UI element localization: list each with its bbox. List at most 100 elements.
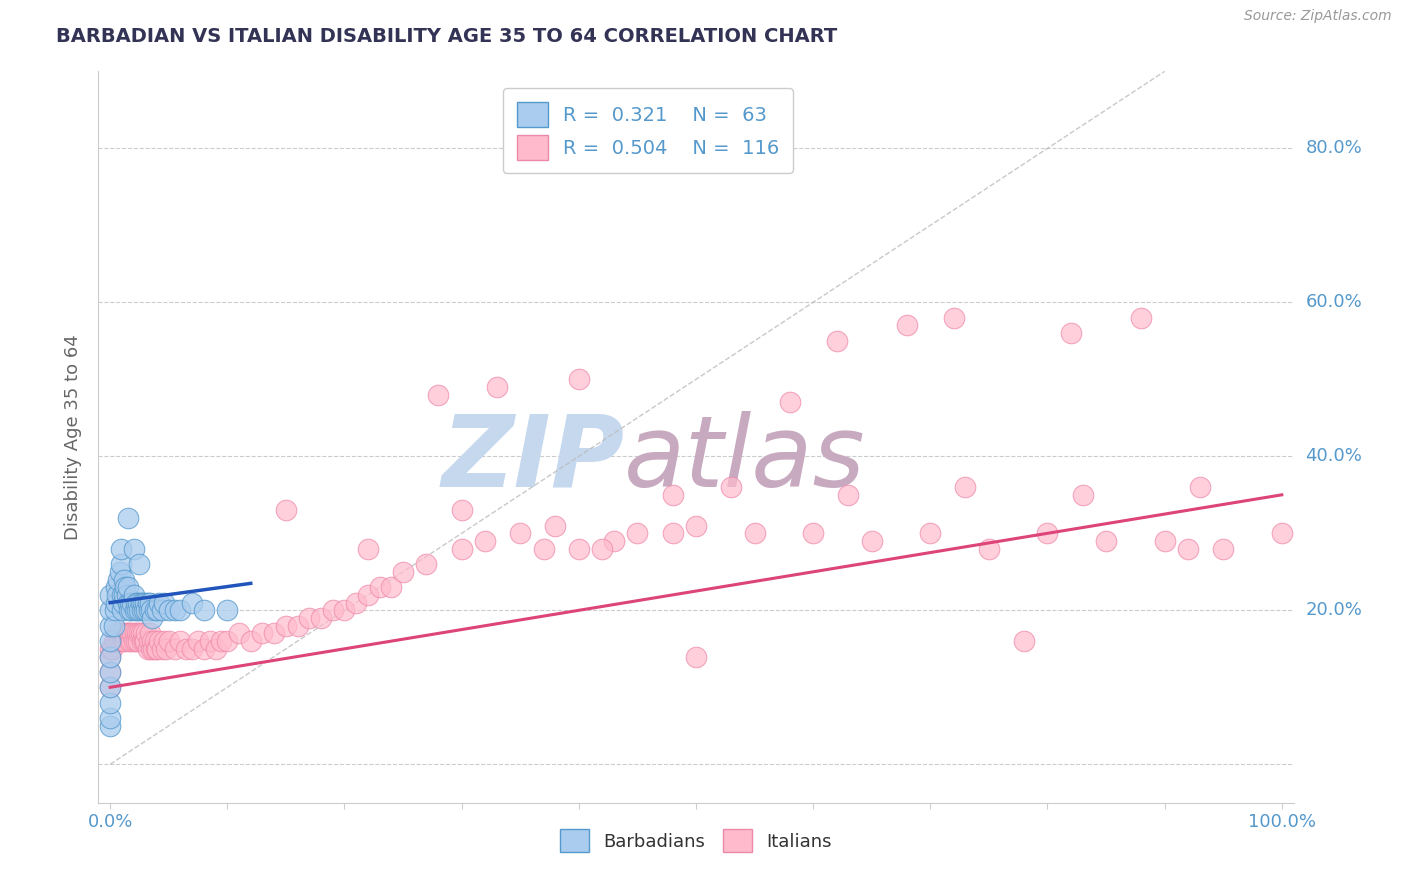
- Point: [129, 596, 152, 610]
- Point: [544, 518, 567, 533]
- Point: [450, 541, 472, 556]
- Point: [132, 596, 155, 610]
- Text: 60.0%: 60.0%: [1306, 293, 1362, 311]
- Point: [107, 573, 129, 587]
- Point: [141, 641, 163, 656]
- Point: [127, 596, 149, 610]
- Point: [135, 626, 157, 640]
- Point: [98, 649, 121, 664]
- Point: [98, 719, 121, 733]
- Point: [661, 488, 683, 502]
- Point: [1036, 526, 1059, 541]
- Point: [98, 649, 121, 664]
- Point: [163, 641, 186, 656]
- Point: [415, 557, 437, 571]
- Point: [357, 588, 380, 602]
- Point: [129, 626, 152, 640]
- Point: [169, 603, 191, 617]
- Point: [1130, 310, 1153, 325]
- Legend: Barbadians, Italians: Barbadians, Italians: [553, 822, 839, 860]
- Point: [115, 588, 138, 602]
- Point: [111, 588, 134, 602]
- Point: [1212, 541, 1234, 556]
- Point: [392, 565, 415, 579]
- Point: [117, 580, 139, 594]
- Point: [117, 511, 139, 525]
- Point: [920, 526, 942, 541]
- Point: [322, 603, 344, 617]
- Point: [139, 626, 162, 640]
- Point: [105, 580, 128, 594]
- Point: [591, 541, 613, 556]
- Point: [239, 634, 262, 648]
- Point: [103, 634, 125, 648]
- Point: [344, 596, 367, 610]
- Point: [128, 557, 150, 571]
- Point: [103, 618, 125, 632]
- Point: [117, 596, 139, 610]
- Point: [98, 681, 121, 695]
- Point: [153, 634, 176, 648]
- Point: [198, 634, 221, 648]
- Point: [112, 596, 135, 610]
- Point: [174, 641, 197, 656]
- Point: [122, 588, 145, 602]
- Point: [141, 611, 163, 625]
- Point: [450, 503, 472, 517]
- Point: [110, 557, 132, 571]
- Point: [568, 372, 591, 386]
- Point: [139, 596, 162, 610]
- Point: [568, 541, 591, 556]
- Point: [626, 526, 648, 541]
- Point: [145, 641, 167, 656]
- Point: [837, 488, 859, 502]
- Point: [105, 626, 128, 640]
- Point: [744, 526, 766, 541]
- Point: [169, 634, 191, 648]
- Point: [112, 626, 135, 640]
- Text: ZIP: ZIP: [441, 410, 624, 508]
- Point: [1012, 634, 1035, 648]
- Point: [98, 681, 121, 695]
- Point: [136, 596, 159, 610]
- Point: [603, 534, 626, 549]
- Point: [274, 503, 297, 517]
- Point: [427, 388, 450, 402]
- Point: [124, 626, 146, 640]
- Point: [131, 603, 153, 617]
- Point: [1060, 326, 1083, 340]
- Point: [98, 711, 121, 725]
- Point: [121, 596, 143, 610]
- Point: [128, 603, 150, 617]
- Point: [98, 588, 121, 602]
- Text: 40.0%: 40.0%: [1306, 447, 1362, 466]
- Point: [114, 634, 136, 648]
- Point: [118, 634, 141, 648]
- Point: [252, 626, 274, 640]
- Point: [105, 596, 128, 610]
- Text: atlas: atlas: [624, 410, 866, 508]
- Point: [127, 603, 149, 617]
- Point: [112, 573, 135, 587]
- Point: [474, 534, 496, 549]
- Point: [801, 526, 824, 541]
- Point: [148, 596, 170, 610]
- Point: [217, 634, 239, 648]
- Point: [228, 626, 250, 640]
- Point: [125, 596, 148, 610]
- Point: [134, 634, 156, 648]
- Point: [779, 395, 801, 409]
- Text: BARBADIAN VS ITALIAN DISABILITY AGE 35 TO 64 CORRELATION CHART: BARBADIAN VS ITALIAN DISABILITY AGE 35 T…: [56, 27, 838, 45]
- Point: [120, 626, 141, 640]
- Point: [98, 618, 121, 632]
- Point: [333, 603, 356, 617]
- Point: [181, 596, 204, 610]
- Point: [98, 641, 121, 656]
- Point: [287, 618, 309, 632]
- Point: [122, 634, 145, 648]
- Point: [136, 641, 159, 656]
- Point: [111, 626, 134, 640]
- Y-axis label: Disability Age 35 to 64: Disability Age 35 to 64: [65, 334, 83, 540]
- Point: [142, 641, 165, 656]
- Point: [181, 641, 204, 656]
